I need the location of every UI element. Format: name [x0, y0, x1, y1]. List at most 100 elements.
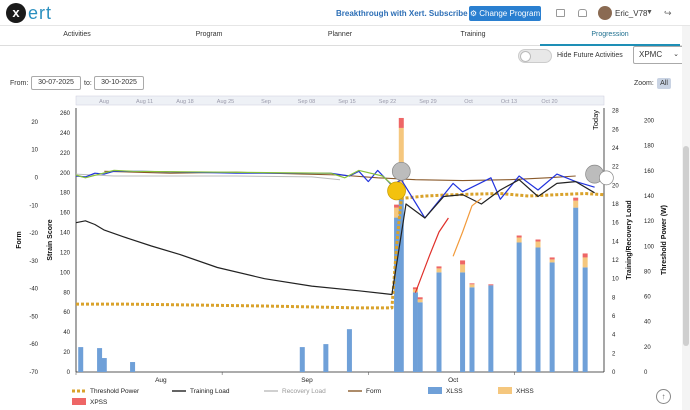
- xlss-bar: [394, 217, 400, 372]
- navigator-label: Sep 08: [298, 99, 315, 105]
- zoom-all-button[interactable]: All: [657, 78, 671, 89]
- scrollbar-thumb[interactable]: [683, 146, 689, 346]
- load-tick-label: 0: [612, 370, 616, 376]
- xpss-bar: [469, 283, 475, 285]
- load-tick-label: 10: [612, 277, 619, 283]
- strain-tick-label: 20: [63, 350, 70, 356]
- today-marker-white: [599, 170, 614, 186]
- metric-select-value: XPMC: [639, 50, 663, 59]
- avatar[interactable]: [598, 6, 612, 20]
- progression-chart[interactable]: Aug Aug 11 Aug 18 Aug 25 Sep Sep 08 Sep 15 Sep …: [0, 92, 690, 410]
- to-label: to:: [84, 80, 92, 87]
- form-tick-label: -10: [29, 203, 38, 209]
- xpss-bar: [516, 235, 522, 238]
- strain-axis-title: Strain Score: [47, 219, 54, 260]
- xlss-bar: [488, 285, 494, 372]
- scroll-to-top-button[interactable]: ↑: [656, 389, 671, 404]
- hide-future-label: Hide Future Activities: [557, 52, 623, 59]
- power-tick-label: 20: [644, 345, 651, 351]
- toggle-knob: [520, 51, 531, 62]
- bell-icon[interactable]: [578, 9, 587, 17]
- form-tick-label: 0: [35, 175, 39, 181]
- xlss-bar: [130, 362, 136, 372]
- from-date-input[interactable]: 30-07-2025: [31, 76, 81, 90]
- legend-label: Recovery Load: [282, 388, 326, 395]
- load-tick-label: 24: [612, 146, 619, 152]
- load-tick-label: 28: [612, 109, 619, 115]
- xlss-bar: [582, 267, 588, 372]
- navigator-label: Sep 29: [419, 99, 436, 105]
- power-tick-label: 40: [644, 320, 651, 326]
- chevron-down-icon[interactable]: ▼: [646, 9, 653, 16]
- x-tick-label: Oct: [448, 377, 458, 384]
- power-tick-label: 100: [644, 244, 655, 250]
- tab-training[interactable]: Training: [460, 31, 486, 38]
- navigator-label: Aug 25: [217, 99, 234, 105]
- legend-label: XLSS: [446, 388, 463, 395]
- strain-tick-label: 260: [60, 111, 71, 117]
- xpss-bar: [460, 260, 466, 265]
- navigator-label: Oct 20: [541, 99, 557, 105]
- load-tick-label: 8: [612, 295, 616, 301]
- power-tick-label: 0: [644, 370, 648, 376]
- form-line-green: [75, 169, 393, 185]
- load-tick-label: 12: [612, 258, 619, 264]
- legend-label: XPSS: [90, 399, 108, 406]
- xlss-bar: [346, 329, 352, 372]
- metric-select[interactable]: XPMC ⌄: [633, 46, 685, 64]
- navigator-label: Aug: [99, 99, 109, 105]
- xlss-bar: [101, 358, 107, 372]
- navigator-label: Aug 18: [176, 99, 193, 105]
- xpss-bar: [535, 239, 541, 242]
- xhss-bar: [549, 259, 555, 263]
- legend-swatch: [498, 387, 512, 394]
- power-tick-label: 180: [644, 144, 655, 150]
- power-tick-label: 60: [644, 295, 651, 301]
- form-tick-label: 10: [31, 148, 38, 154]
- xlss-bar: [417, 302, 423, 372]
- xhss-bar: [398, 127, 404, 193]
- xhss-bar: [469, 284, 475, 288]
- xert-logo[interactable]: x ert: [6, 3, 66, 23]
- change-program-button[interactable]: ⚙ Change Program: [469, 6, 541, 21]
- xlss-bar: [573, 207, 579, 372]
- xlss-bar: [412, 292, 418, 372]
- legend-swatch: [72, 398, 86, 405]
- strain-tick-label: 240: [60, 131, 71, 137]
- x-tick-label: Sep: [301, 377, 313, 384]
- xhss-bar: [516, 237, 522, 243]
- load-axis-title: Training/Recovery Load: [626, 200, 633, 279]
- form-tick-label: -60: [29, 342, 38, 348]
- logo-word: ert: [28, 3, 53, 23]
- xhss-bar: [412, 289, 418, 293]
- subscribe-promo-link[interactable]: Breakthrough with Xert. Subscribe Now!: [336, 9, 490, 18]
- navigator-label: Sep: [261, 99, 271, 105]
- calendar-icon[interactable]: [556, 9, 565, 17]
- power-tick-label: 80: [644, 269, 651, 275]
- strain-tick-label: 220: [60, 151, 71, 157]
- sign-out-icon[interactable]: ↪: [664, 8, 672, 18]
- tab-progression[interactable]: Progression: [540, 31, 680, 46]
- legend-label: Form: [366, 388, 381, 395]
- xpss-bar: [394, 204, 400, 208]
- x-tick-label: Aug: [155, 377, 167, 384]
- load-tick-label: 26: [612, 127, 619, 133]
- strain-tick-label: 140: [60, 231, 71, 237]
- form-line-red: [414, 217, 449, 293]
- load-tick-label: 16: [612, 221, 619, 227]
- tab-program[interactable]: Program: [195, 31, 223, 38]
- threshold-power-line: [76, 192, 605, 310]
- strain-tick-label: 160: [60, 211, 71, 217]
- strain-tick-label: 120: [60, 250, 71, 256]
- form-tick-label: -40: [29, 287, 38, 293]
- username[interactable]: Eric_V78: [615, 9, 648, 18]
- power-tick-label: 200: [644, 119, 655, 125]
- tab-activities[interactable]: Activities: [63, 31, 91, 38]
- page-scrollbar[interactable]: [682, 26, 690, 410]
- navigator-label: Aug 11: [136, 99, 153, 105]
- recovery-load-line: [75, 173, 341, 181]
- xhss-bar: [535, 241, 541, 248]
- tab-planner[interactable]: Planner: [327, 31, 353, 38]
- hide-future-toggle[interactable]: [518, 49, 552, 63]
- to-date-input[interactable]: 30-10-2025: [94, 76, 144, 90]
